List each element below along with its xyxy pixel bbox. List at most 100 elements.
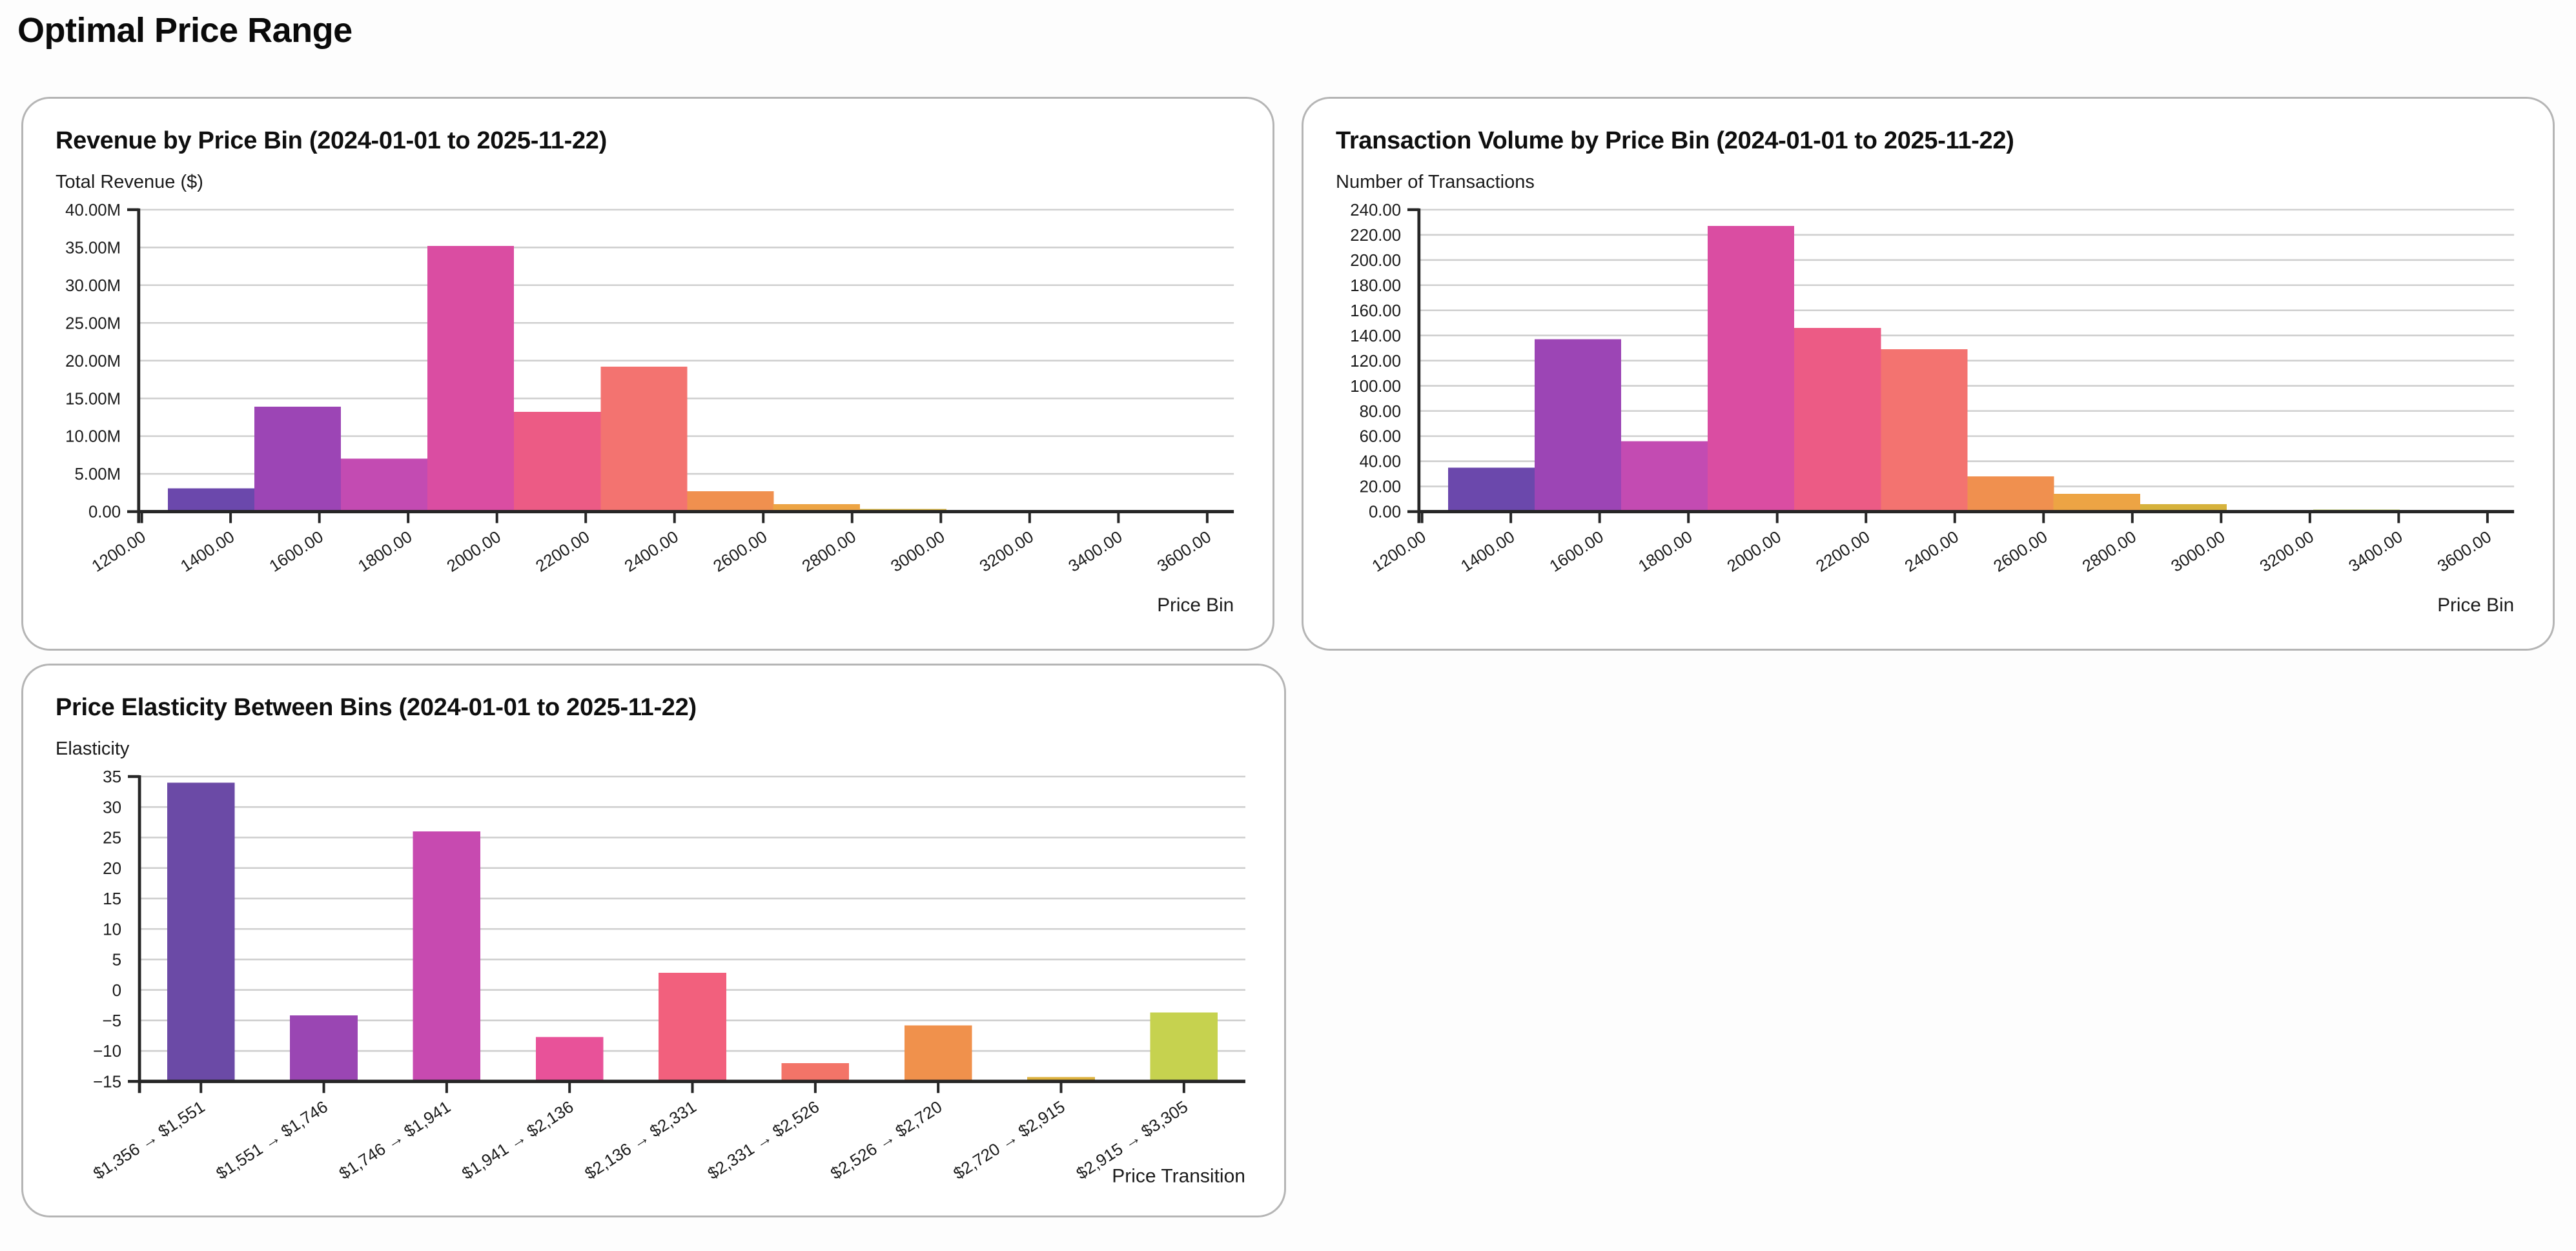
y-tick-label: 200.00 xyxy=(1350,252,1401,270)
x-tick-label: 1400.00 xyxy=(1458,528,1518,576)
y-tick-label: 240.00 xyxy=(1350,201,1401,219)
x-tick-label: $2,331 → $2,526 xyxy=(704,1097,823,1183)
x-tick-label: 3400.00 xyxy=(2346,528,2406,576)
elasticity-chart-title: Price Elasticity Between Bins (2024-01-0… xyxy=(56,694,697,721)
x-tick-label: $2,526 → $2,720 xyxy=(827,1097,946,1183)
y-tick-label: 80.00 xyxy=(1360,403,1401,421)
volume-chart-card: Transaction Volume by Price Bin (2024-01… xyxy=(1302,97,2555,651)
volume-y-axis-label: Number of Transactions xyxy=(1336,172,1535,192)
x-tick-label: 1600.00 xyxy=(1547,528,1607,576)
revenue-y-axis-label: Total Revenue ($) xyxy=(56,172,203,192)
y-tick-label: 180.00 xyxy=(1350,277,1401,295)
chart-bar-1-3[interactable] xyxy=(1708,226,1795,512)
revenue-chart-title: Revenue by Price Bin (2024-01-01 to 2025… xyxy=(56,127,608,154)
x-tick-label: 2400.00 xyxy=(622,528,682,576)
y-tick-label: 30.00M xyxy=(65,277,121,295)
chart-bar-0-7[interactable] xyxy=(773,503,860,512)
y-tick-label: 35.00M xyxy=(65,239,121,257)
y-tick-label: 20 xyxy=(103,859,121,878)
x-tick-label: 1800.00 xyxy=(355,528,415,576)
chart-bar-1-5[interactable] xyxy=(1881,349,1968,512)
chart-bar-2-1[interactable] xyxy=(290,1015,358,1082)
chart-bar-1-6[interactable] xyxy=(1967,476,2054,512)
x-tick-label: 2800.00 xyxy=(2080,528,2140,576)
chart-bar-1-4[interactable] xyxy=(1794,328,1881,512)
x-tick-label: 3600.00 xyxy=(2435,528,2495,576)
y-tick-label: 120.00 xyxy=(1350,352,1401,371)
volume-chart-plot: 0.00 20.00 40.00 60.00 80.00 100.00 120.00 140.… xyxy=(1334,199,2524,622)
chart-bar-0-4[interactable] xyxy=(514,412,601,512)
chart-bar-2-2[interactable] xyxy=(413,831,481,1082)
x-tick-label: 3200.00 xyxy=(977,528,1037,576)
chart-svg-1: 0.00 20.00 40.00 60.00 80.00 100.00 120.00 140.… xyxy=(1350,201,2515,616)
chart-svg-0: 0.00 5.00M 10.00M 15.00M 20.00M 25.00M 30.00M 3… xyxy=(65,201,1234,616)
x-tick-label: 1200.00 xyxy=(88,528,148,576)
chart-bar-2-0[interactable] xyxy=(167,782,235,1082)
y-tick-label: 10.00M xyxy=(65,428,121,446)
y-tick-label: 0.00 xyxy=(1369,503,1401,522)
chart-bar-2-4[interactable] xyxy=(659,973,726,1082)
y-tick-label: −10 xyxy=(93,1041,121,1061)
page-title: Optimal Price Range xyxy=(17,11,353,50)
y-tick-label: 60.00 xyxy=(1360,428,1401,446)
x-tick-label: 2000.00 xyxy=(1724,528,1784,576)
y-tick-label: 20.00 xyxy=(1360,478,1401,496)
x-tick-label: $1,356 → $1,551 xyxy=(90,1097,209,1183)
x-tick-label: 2000.00 xyxy=(444,528,504,576)
x-tick-label: $1,551 → $1,746 xyxy=(212,1097,331,1183)
chart-bar-1-7[interactable] xyxy=(2053,494,2140,512)
y-tick-label: 30 xyxy=(103,797,121,817)
y-tick-label: −15 xyxy=(93,1072,121,1091)
elasticity-chart-card: Price Elasticity Between Bins (2024-01-0… xyxy=(21,664,1286,1217)
chart-bar-0-2[interactable] xyxy=(341,458,428,512)
y-tick-label: 100.00 xyxy=(1350,378,1401,396)
x-tick-label: $1,746 → $1,941 xyxy=(336,1097,455,1183)
y-tick-label: 0.00 xyxy=(88,503,121,522)
revenue-chart-plot: 0.00 5.00M 10.00M 15.00M 20.00M 25.00M 30.00M 3… xyxy=(54,199,1244,622)
chart-bar-1-0[interactable] xyxy=(1447,467,1535,512)
x-tick-label: 2600.00 xyxy=(710,528,770,576)
chart-bar-2-7[interactable] xyxy=(1027,1077,1095,1082)
x-axis-title: Price Bin xyxy=(1157,595,1234,616)
y-tick-label: 220.00 xyxy=(1350,227,1401,245)
x-tick-label: 2400.00 xyxy=(1902,528,1962,576)
y-tick-label: 10 xyxy=(103,919,121,939)
chart-bar-1-8[interactable] xyxy=(2140,503,2227,512)
chart-bar-0-0[interactable] xyxy=(167,488,254,512)
y-tick-label: −5 xyxy=(102,1011,121,1030)
chart-bar-2-6[interactable] xyxy=(904,1025,972,1082)
x-tick-label: 1400.00 xyxy=(178,528,238,576)
y-tick-label: 140.00 xyxy=(1350,327,1401,345)
chart-bar-0-5[interactable] xyxy=(600,367,688,512)
x-tick-label: 3400.00 xyxy=(1065,528,1125,576)
x-tick-label: 1600.00 xyxy=(267,528,327,576)
chart-bar-0-6[interactable] xyxy=(687,491,774,512)
chart-bar-2-5[interactable] xyxy=(781,1063,850,1082)
chart-bar-0-1[interactable] xyxy=(254,407,342,512)
y-tick-label: 25 xyxy=(103,828,121,848)
x-tick-label: 2200.00 xyxy=(1813,528,1873,576)
x-tick-label: $1,941 → $2,136 xyxy=(458,1097,577,1183)
revenue-chart-card: Revenue by Price Bin (2024-01-01 to 2025… xyxy=(21,97,1274,651)
x-tick-label: $2,136 → $2,331 xyxy=(581,1097,700,1183)
x-tick-label: 3000.00 xyxy=(888,528,948,576)
x-tick-label: 3200.00 xyxy=(2257,528,2317,576)
y-tick-label: 15 xyxy=(103,889,121,908)
cards-row-bottom: Price Elasticity Between Bins (2024-01-0… xyxy=(0,664,2576,1217)
y-tick-label: 40.00 xyxy=(1360,453,1401,471)
x-tick-label: 3000.00 xyxy=(2168,528,2228,576)
chart-bar-1-1[interactable] xyxy=(1534,339,1622,512)
x-tick-label: $2,720 → $2,915 xyxy=(950,1097,1068,1183)
chart-bar-1-2[interactable] xyxy=(1621,441,1708,512)
chart-bar-0-3[interactable] xyxy=(427,245,515,512)
x-tick-label: 2600.00 xyxy=(1990,528,2050,576)
x-tick-label: 2800.00 xyxy=(799,528,859,576)
chart-bar-2-8[interactable] xyxy=(1150,1012,1218,1082)
chart-bar-2-3[interactable] xyxy=(535,1037,604,1082)
y-tick-label: 5 xyxy=(112,950,121,970)
elasticity-chart-plot: −15 −10 −5 0 5 10 15 20 25 30 35 $1,356 → $1,551 $1,… xyxy=(54,766,1256,1192)
elasticity-y-axis-label: Elasticity xyxy=(56,738,130,759)
cards-row-top: Revenue by Price Bin (2024-01-01 to 2025… xyxy=(0,97,2576,651)
